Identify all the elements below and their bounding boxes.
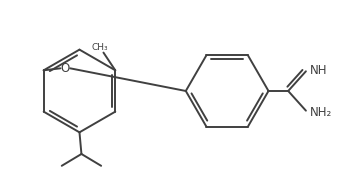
Text: O: O	[61, 62, 70, 75]
Text: NH: NH	[310, 64, 327, 77]
Text: CH₃: CH₃	[91, 43, 108, 52]
Text: NH₂: NH₂	[310, 106, 332, 119]
